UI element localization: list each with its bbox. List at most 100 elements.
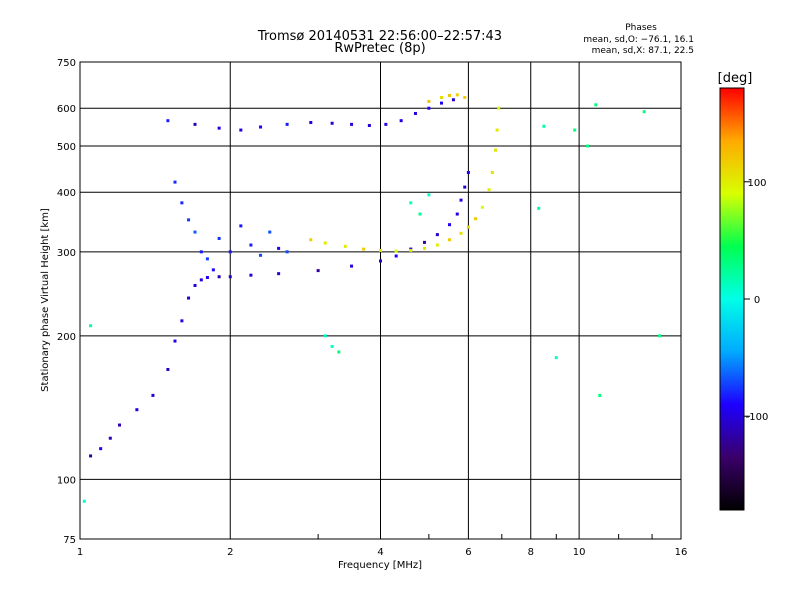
data-point <box>435 243 439 247</box>
data-point <box>658 334 662 338</box>
data-point <box>228 275 232 279</box>
x-tick-label: 6 <box>465 547 471 558</box>
data-point <box>199 278 203 282</box>
data-point <box>285 122 289 126</box>
data-point <box>642 110 646 114</box>
data-point <box>466 225 470 229</box>
y-tick-label: 200 <box>57 332 76 343</box>
x-tick-label: 2 <box>227 547 233 558</box>
data-point <box>180 201 184 205</box>
data-point <box>379 248 382 252</box>
x-axis-ticks: 1 2 4 6 8 10 16 <box>77 547 688 558</box>
data-point <box>542 124 546 128</box>
y-tick-label: 600 <box>57 104 76 115</box>
data-point <box>89 324 93 328</box>
data-point <box>187 296 191 300</box>
x-tick-label: 1 <box>77 547 83 558</box>
data-point <box>166 119 170 123</box>
data-point <box>440 101 444 105</box>
data-point <box>180 319 184 323</box>
data-point <box>537 206 541 210</box>
data-point <box>494 148 498 152</box>
phases-heading: Phases <box>625 23 657 33</box>
data-point <box>554 356 558 360</box>
data-point <box>418 212 422 216</box>
data-point <box>187 218 191 222</box>
data-point <box>343 244 347 248</box>
data-point <box>350 122 354 126</box>
data-point <box>399 119 403 123</box>
data-point <box>497 106 501 110</box>
grid-lines <box>80 62 681 539</box>
y-axis-ticks: 75 100 200 300 400 500 600 750 <box>57 58 76 546</box>
data-point <box>118 423 122 427</box>
y-tick-label: 300 <box>57 248 76 259</box>
data-point <box>249 273 253 277</box>
colorbar-gradient <box>719 87 745 511</box>
data-point <box>268 230 272 234</box>
data-point <box>422 240 426 244</box>
data-point <box>205 257 209 261</box>
data-point <box>259 125 263 129</box>
data-point <box>205 276 209 280</box>
data-point <box>239 224 243 228</box>
data-point <box>316 269 320 273</box>
data-point <box>217 275 221 279</box>
phases-o-stats: mean, sd,O: −76.1, 16.1 <box>583 35 694 45</box>
data-point <box>367 123 371 127</box>
y-tick-label: 500 <box>57 142 76 153</box>
data-point <box>217 236 221 240</box>
data-point <box>173 339 177 343</box>
colorbar: [deg] 100 0 -100 <box>718 71 768 511</box>
data-point <box>323 241 327 245</box>
data-point <box>379 259 382 263</box>
data-point <box>409 248 413 252</box>
data-point <box>211 268 215 272</box>
data-point <box>199 250 203 254</box>
data-point <box>495 128 499 132</box>
y-tick-label: 750 <box>57 58 76 69</box>
data-point <box>413 111 417 115</box>
data-point <box>598 393 602 397</box>
data-point <box>480 205 484 209</box>
y-tick-label: 400 <box>57 188 76 199</box>
y-tick-label: 100 <box>57 475 76 486</box>
colorbar-tick-label: 0 <box>754 295 760 306</box>
x-tick-label: 16 <box>675 547 688 558</box>
data-point <box>309 238 313 242</box>
data-point <box>259 253 263 257</box>
data-point <box>228 250 232 254</box>
data-point <box>459 198 463 202</box>
data-point <box>362 247 366 251</box>
data-point <box>166 367 170 371</box>
data-point <box>239 128 243 132</box>
data-point <box>217 126 221 130</box>
data-point <box>285 250 289 254</box>
data-point <box>330 121 334 125</box>
data-point <box>249 243 253 247</box>
data-point <box>490 170 494 174</box>
data-point <box>427 99 431 103</box>
colorbar-ticks: 100 0 -100 <box>744 178 768 423</box>
data-point <box>448 238 452 242</box>
series-o-mode-f2-upper <box>166 98 455 132</box>
x-tick-label: 8 <box>528 547 534 558</box>
colorbar-tick-label: 100 <box>747 178 766 189</box>
data-point <box>135 408 139 412</box>
data-point <box>277 246 281 250</box>
data-point <box>82 499 86 503</box>
chart-title: Tromsø 20140531 22:56:00–22:57:43 <box>257 29 502 44</box>
x-tick-label: 10 <box>573 547 586 558</box>
data-point <box>193 230 197 234</box>
colorbar-tick-label: -100 <box>746 412 769 423</box>
y-tick-label: 75 <box>63 535 76 546</box>
data-point <box>99 447 103 451</box>
data-point <box>394 254 398 258</box>
x-axis-label: Frequency [MHz] <box>338 560 422 571</box>
series-scattered-echoes <box>82 103 662 503</box>
data-point <box>573 128 577 132</box>
data-point <box>448 223 452 227</box>
data-point <box>463 185 467 189</box>
data-point <box>384 122 388 126</box>
data-point <box>309 121 313 125</box>
